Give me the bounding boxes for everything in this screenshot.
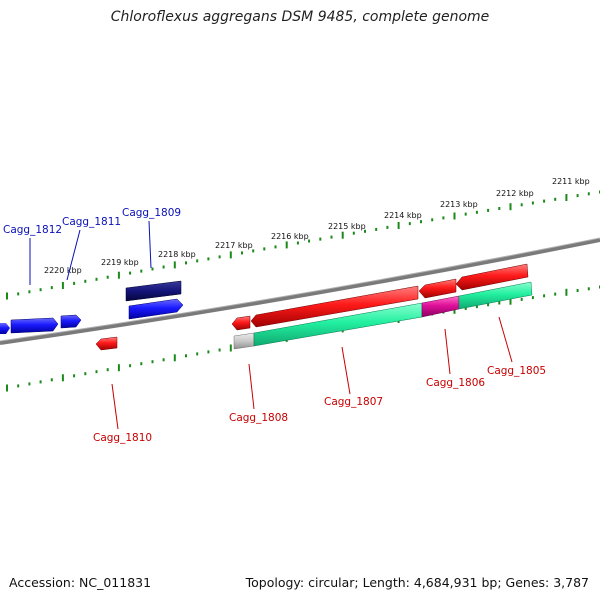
topology-text: Topology: circular; Length: 4,684,931 bp… (245, 575, 589, 590)
scale-label-2217: 2217 kbp (215, 241, 253, 250)
scale-label-2212: 2212 kbp (496, 189, 534, 198)
leader-lines (29, 220, 513, 430)
gene-label-cagg-1807[interactable]: Cagg_1807 (324, 396, 383, 408)
gene-cagg-1805[interactable] (455, 263, 533, 310)
gene-cagg-1812[interactable] (0, 317, 59, 334)
gene-cagg-1807[interactable] (250, 285, 423, 347)
gene-label-cagg-1811[interactable]: Cagg_1811 (62, 216, 121, 228)
gene-label-cagg-1808[interactable]: Cagg_1808 (229, 412, 288, 424)
map-title: Chloroflexus aggregans DSM 9485, complet… (110, 9, 490, 25)
gene-cagg-1808[interactable] (231, 315, 255, 350)
gene-label-cagg-1805[interactable]: Cagg_1805 (487, 365, 546, 377)
scale-label-2213: 2213 kbp (440, 200, 478, 209)
gene-label-cagg-1812[interactable]: Cagg_1812 (3, 224, 62, 236)
scale-label-2218: 2218 kbp (158, 250, 196, 259)
scale-label-2211: 2211 kbp (552, 177, 590, 186)
gene-label-cagg-1806[interactable]: Cagg_1806 (426, 377, 485, 389)
gene-cagg-1811[interactable] (60, 314, 82, 329)
scale-label-2219: 2219 kbp (101, 258, 139, 267)
scale-label-2220: 2220 kbp (44, 266, 82, 275)
upper-tick-track (6, 190, 600, 300)
genome-backbone (0, 238, 600, 345)
gene-cagg-1810[interactable] (95, 336, 118, 351)
gene-cagg-1806[interactable] (418, 278, 460, 318)
scale-label-2216: 2216 kbp (271, 232, 309, 241)
accession-text: Accession: NC_011831 (9, 575, 152, 590)
gene-cagg-1809[interactable] (125, 280, 184, 320)
gene-label-cagg-1809[interactable]: Cagg_1809 (122, 207, 181, 219)
scale-label-2215: 2215 kbp (328, 222, 366, 231)
scale-label-2214: 2214 kbp (384, 211, 422, 220)
gene-label-cagg-1810[interactable]: Cagg_1810 (93, 432, 152, 444)
